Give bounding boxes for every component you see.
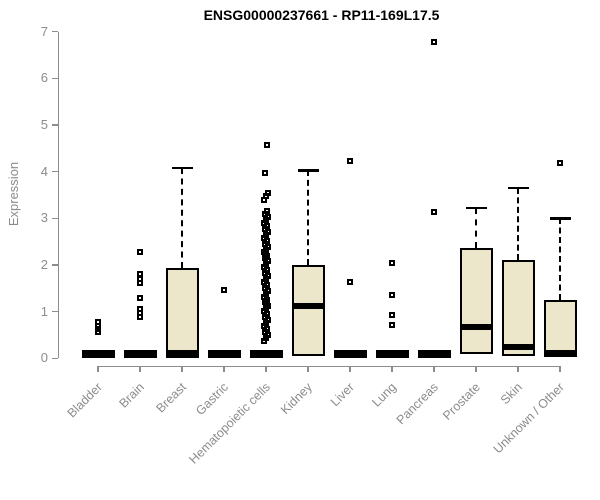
median-line <box>417 350 451 357</box>
outlier-point <box>557 159 563 166</box>
outlier-point <box>389 311 395 318</box>
outlier-point <box>264 311 270 318</box>
x-tick <box>139 365 141 372</box>
outlier-point <box>137 271 143 278</box>
box <box>501 260 535 357</box>
median-line <box>333 350 367 357</box>
whisker-line <box>475 208 477 249</box>
x-tick <box>97 365 99 372</box>
outlier-point <box>95 318 101 325</box>
x-tick <box>475 365 477 372</box>
x-tick <box>307 365 309 372</box>
y-tick-label: 7 <box>40 23 48 39</box>
outlier-point <box>389 292 395 299</box>
median-line <box>291 303 325 310</box>
x-tick <box>223 365 225 372</box>
box <box>291 264 325 356</box>
outlier-point <box>347 279 353 286</box>
median-line <box>375 350 409 357</box>
box <box>459 248 493 354</box>
outlier-point <box>264 252 270 259</box>
x-tick <box>517 365 519 372</box>
outlier-point <box>389 322 395 329</box>
median-line <box>123 350 157 357</box>
median-line <box>249 350 283 357</box>
x-tick <box>349 365 351 372</box>
median-line <box>543 349 577 356</box>
outlier-point <box>264 208 270 215</box>
outlier-point <box>137 295 143 302</box>
outlier-point <box>221 287 227 294</box>
whisker-cap <box>465 206 487 210</box>
y-tick <box>52 310 58 313</box>
y-tick <box>52 357 58 359</box>
chart-title: ENSG00000237661 - RP11-169L17.5 <box>203 7 440 23</box>
x-tick <box>391 365 393 372</box>
outlier-point <box>347 158 353 165</box>
outlier-point <box>264 223 270 230</box>
median-line <box>501 343 535 350</box>
y-tick <box>52 264 58 266</box>
x-tick <box>265 365 267 372</box>
y-tick-label: 4 <box>40 163 48 179</box>
whisker-cap <box>297 169 319 172</box>
whisker-cap <box>549 217 571 220</box>
whisker-line <box>181 167 183 269</box>
y-tick <box>52 217 58 219</box>
y-tick-label: 0 <box>40 350 48 366</box>
median-line <box>459 323 493 330</box>
y-tick <box>52 30 58 33</box>
outlier-point <box>264 142 270 149</box>
outlier-point <box>431 38 437 45</box>
y-tick-label: 3 <box>40 210 48 226</box>
outlier-point <box>262 169 268 176</box>
outlier-point <box>389 260 395 267</box>
median-line <box>207 350 241 357</box>
outlier-point <box>265 243 271 250</box>
box <box>165 268 199 359</box>
outlier-point <box>137 305 143 312</box>
box <box>543 299 577 358</box>
y-tick-label: 6 <box>40 70 48 86</box>
median-line <box>165 349 199 356</box>
x-tick <box>181 365 183 372</box>
whisker-cap <box>507 186 529 190</box>
outlier-point <box>431 208 437 215</box>
outlier-point <box>264 282 270 289</box>
x-axis-line <box>98 365 560 367</box>
y-tick <box>52 77 58 80</box>
median-line <box>81 350 115 357</box>
y-tick <box>52 124 58 126</box>
outlier-point <box>265 189 271 196</box>
x-tick <box>433 365 435 372</box>
whisker-line <box>559 218 561 300</box>
x-tick <box>559 365 561 372</box>
whisker-line <box>307 170 309 265</box>
whisker-line <box>517 187 519 261</box>
outlier-point <box>137 248 143 255</box>
y-tick-label: 1 <box>40 303 48 319</box>
y-tick-label: 5 <box>40 117 48 132</box>
y-tick <box>52 170 58 173</box>
outlier-point <box>265 273 271 280</box>
whisker-cap <box>171 166 193 170</box>
outlier-point <box>265 302 271 309</box>
outlier-point <box>265 214 271 221</box>
y-axis-line <box>58 31 60 359</box>
y-tick-label: 2 <box>40 256 48 272</box>
